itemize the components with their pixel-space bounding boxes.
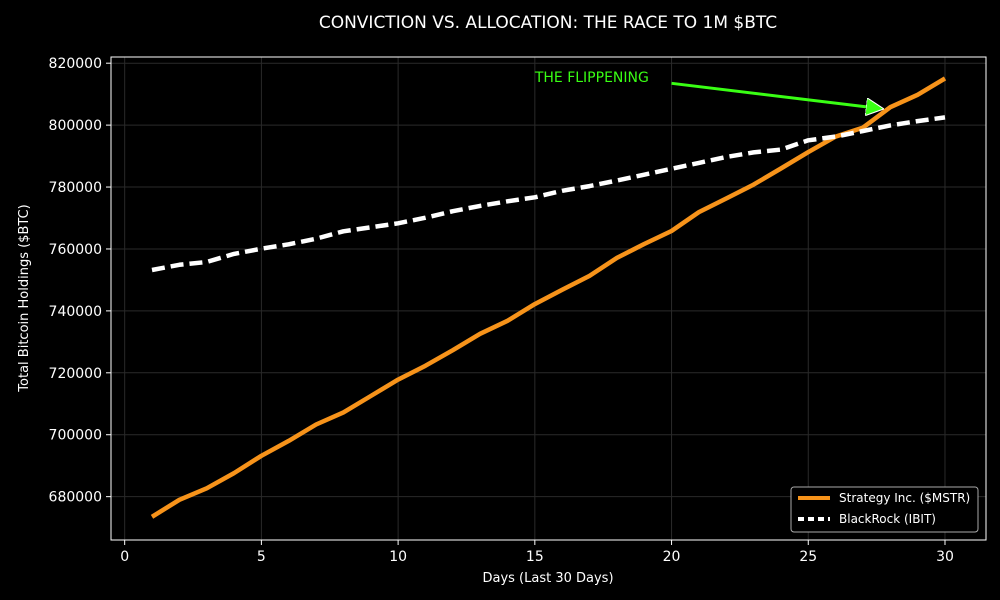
y-axis-label: Total Bitcoin Holdings ($BTC) [17,204,32,392]
chart-title: CONVICTION VS. ALLOCATION: THE RACE TO 1… [319,13,777,33]
legend-label-mstr: Strategy Inc. ($MSTR) [839,491,970,505]
legend: Strategy Inc. ($MSTR) BlackRock (IBIT) [790,486,979,533]
y-tick-label: 700000 [49,428,102,444]
y-tick-label: 760000 [49,242,102,258]
x-tick-label: 20 [663,549,681,565]
x-axis-label: Days (Last 30 Days) [482,571,613,586]
y-tick-label: 740000 [49,304,102,320]
x-tick-label: 10 [389,549,407,565]
legend-box [790,486,979,533]
series-line-mstr [150,76,947,519]
y-tick-label: 720000 [49,366,102,382]
y-tick-label: 680000 [49,490,102,506]
x-tick-label: 5 [257,549,266,565]
grid-lines [111,57,986,540]
x-tick-label: 15 [526,549,544,565]
annotation-text: THE FLIPPENING [534,70,649,86]
plot-area-frame [110,56,987,541]
y-tick-label: 820000 [49,56,102,72]
series-line-ibit [151,115,946,273]
x-tick-label: 25 [799,549,817,565]
y-tick-label: 800000 [49,118,102,134]
annotation-arrow [671,81,883,108]
series-lines [150,76,947,519]
legend-label-ibit: BlackRock (IBIT) [839,512,936,526]
x-tick-label: 0 [120,549,129,565]
y-tick-label: 780000 [49,180,102,196]
annotation: THE FLIPPENING [534,70,882,109]
y-axis: 680000 700000 720000 740000 760000 780000 8000… [49,56,111,506]
x-tick-label: 30 [936,549,954,565]
x-axis: 0 5 10 15 20 25 30 [120,540,954,565]
